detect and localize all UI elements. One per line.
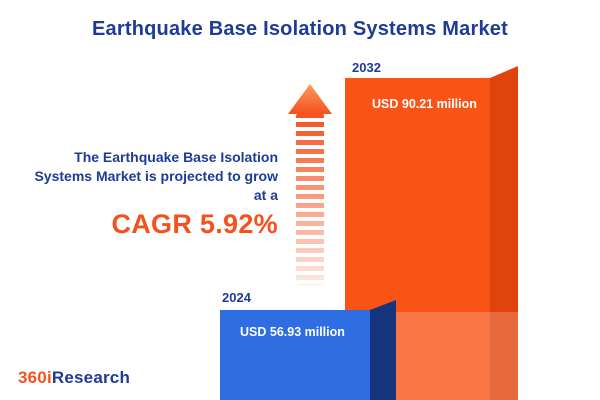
chart-title: Earthquake Base Isolation Systems Market <box>92 18 508 40</box>
intro-line-2: Systems Market is projected to grow <box>34 168 278 184</box>
bar-label-2024: 2024 <box>222 290 251 305</box>
intro-text: The Earthquake Base Isolation Systems Ma… <box>0 148 278 239</box>
intro-line-3: at a <box>253 187 278 203</box>
cagr-value: CAGR 5.92% <box>111 209 278 239</box>
brand-logo: 360iResearch <box>18 368 130 388</box>
bar-2024-front-face <box>220 310 370 400</box>
growth-arrow-head-icon <box>288 84 332 114</box>
brand-logo-research: Research <box>51 368 131 387</box>
growth-arrow-dashed-body-icon <box>296 113 324 285</box>
bar-2024-side-face <box>370 300 396 400</box>
bar-value-2024: USD 56.93 million <box>240 325 345 339</box>
bar-2032-side-face <box>490 66 518 400</box>
bar-2032-shading <box>396 312 518 400</box>
bar-label-2032: 2032 <box>352 60 381 75</box>
brand-logo-360i: 360i <box>18 368 52 387</box>
bar-value-2032: USD 90.21 million <box>372 97 477 111</box>
intro-line-1: The Earthquake Base Isolation <box>74 149 278 165</box>
